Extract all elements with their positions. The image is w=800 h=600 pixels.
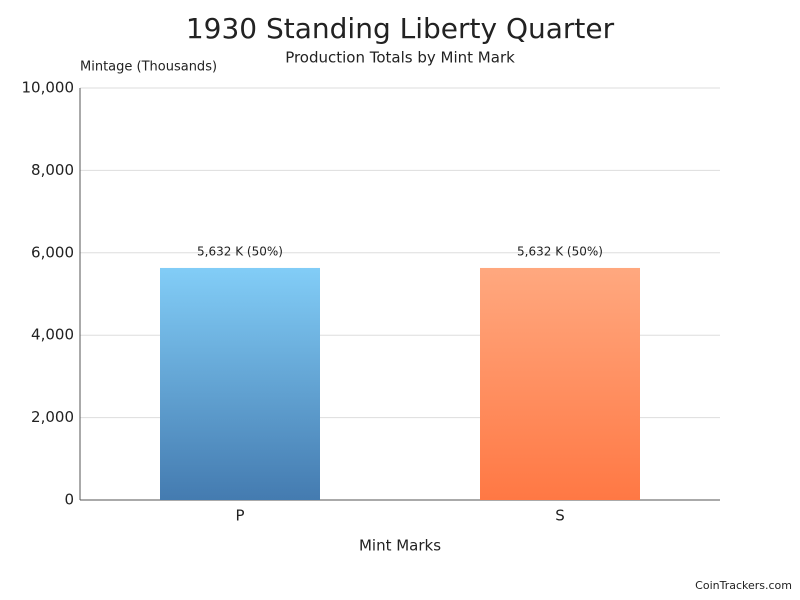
- value-label: 5,632 K (50%): [517, 244, 603, 258]
- chart-subtitle: Production Totals by Mint Mark: [285, 49, 515, 67]
- y-tick-label: 0: [64, 491, 74, 509]
- y-axis-title: Mintage (Thousands): [80, 60, 217, 75]
- bar: [160, 268, 320, 500]
- x-axis-title: Mint Marks: [359, 537, 441, 555]
- y-tick-label: 2,000: [31, 408, 74, 426]
- y-tick-label: 6,000: [31, 243, 74, 261]
- y-tick-label: 8,000: [31, 161, 74, 179]
- y-tick-label: 4,000: [31, 326, 74, 344]
- chart-title: 1930 Standing Liberty Quarter: [186, 12, 615, 45]
- y-tick-label: 10,000: [22, 79, 75, 97]
- value-label: 5,632 K (50%): [197, 244, 283, 258]
- credit: CoinTrackers.com: [695, 579, 792, 592]
- x-tick-label: S: [555, 507, 565, 525]
- bar: [480, 268, 640, 500]
- x-tick-label: P: [235, 507, 244, 525]
